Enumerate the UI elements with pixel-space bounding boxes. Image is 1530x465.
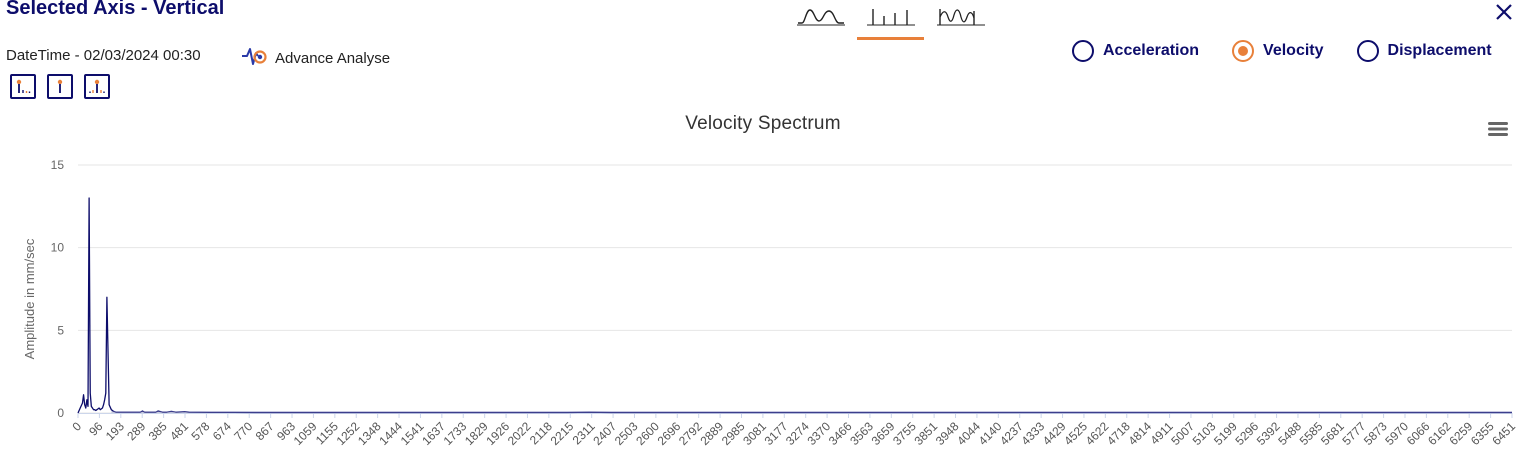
sideband-markers-icon [89, 79, 105, 93]
hamburger-menu-icon [1488, 122, 1508, 136]
marker-toolbar [10, 74, 110, 99]
radio-dot [1238, 46, 1249, 56]
waveform-icon [796, 9, 845, 26]
single-marker-icon [57, 79, 63, 93]
advance-analyse-icon [241, 44, 269, 73]
x-tick-label: 481 [167, 419, 191, 443]
x-tick-label: 578 [188, 419, 212, 443]
close-icon [1496, 4, 1512, 20]
tab-waveform-spectrum[interactable] [930, 0, 991, 40]
x-tick-label: 4911 [1148, 419, 1176, 447]
radio-checked-icon [1232, 40, 1255, 62]
x-tick-label: 6451 [1489, 419, 1518, 448]
x-tick-label: 2118 [527, 419, 555, 447]
harmonic-markers-icon [16, 79, 31, 93]
x-tick-label: 193 [103, 419, 127, 443]
tab-spectrum[interactable] [857, 0, 924, 40]
chart-title: Velocity Spectrum [685, 113, 841, 134]
x-tick-label: 867 [253, 419, 277, 443]
x-tick-label: 770 [231, 419, 255, 443]
datetime-label: DateTime - 02/03/2024 00:30 [6, 47, 201, 64]
tab-waveform[interactable] [790, 0, 851, 40]
x-tick-label: 0 [69, 419, 84, 434]
radio-acceleration[interactable]: Acceleration [1072, 40, 1199, 62]
radio-unchecked-icon [1356, 40, 1379, 62]
spectrum-series-line [77, 197, 1512, 414]
radio-velocity[interactable]: Velocity [1232, 40, 1324, 62]
harmonic-markers-button[interactable] [10, 74, 36, 99]
radio-unchecked-icon [1072, 40, 1094, 62]
measurement-type-radio-group: Acceleration Velocity Displacement [1072, 40, 1492, 62]
x-tick-label: 674 [210, 419, 234, 443]
y-tick-label: 15 [51, 158, 65, 172]
sideband-markers-button[interactable] [84, 74, 110, 99]
y-tick-label: 5 [57, 323, 64, 337]
y-tick-label: 0 [57, 406, 64, 420]
view-tabs [790, 0, 997, 40]
y-axis-title: Amplitude in mm/sec [22, 238, 37, 359]
spectrum-icon [866, 9, 915, 26]
advance-analyse-label: Advance Analyse [275, 50, 391, 67]
y-tick-label: 10 [51, 241, 65, 255]
chart-menu-button[interactable] [1488, 121, 1508, 142]
x-tick-label: 385 [146, 419, 170, 443]
x-tick-label: 2311 [570, 419, 598, 447]
waveform-spectrum-icon [936, 9, 985, 26]
x-tick-label: 289 [124, 419, 148, 443]
x-tick-label: 1155 [313, 419, 341, 447]
page-title: Selected Axis - Vertical [6, 0, 225, 19]
advance-analyse-link[interactable]: Advance Analyse [241, 44, 390, 73]
radio-label: Velocity [1263, 42, 1324, 59]
radio-label: Displacement [1387, 42, 1492, 59]
radio-displacement[interactable]: Displacement [1356, 40, 1492, 62]
radio-label: Acceleration [1103, 42, 1200, 59]
x-tick-label: 96 [86, 419, 106, 439]
close-button[interactable] [1494, 2, 1514, 27]
single-marker-button[interactable] [47, 74, 73, 99]
